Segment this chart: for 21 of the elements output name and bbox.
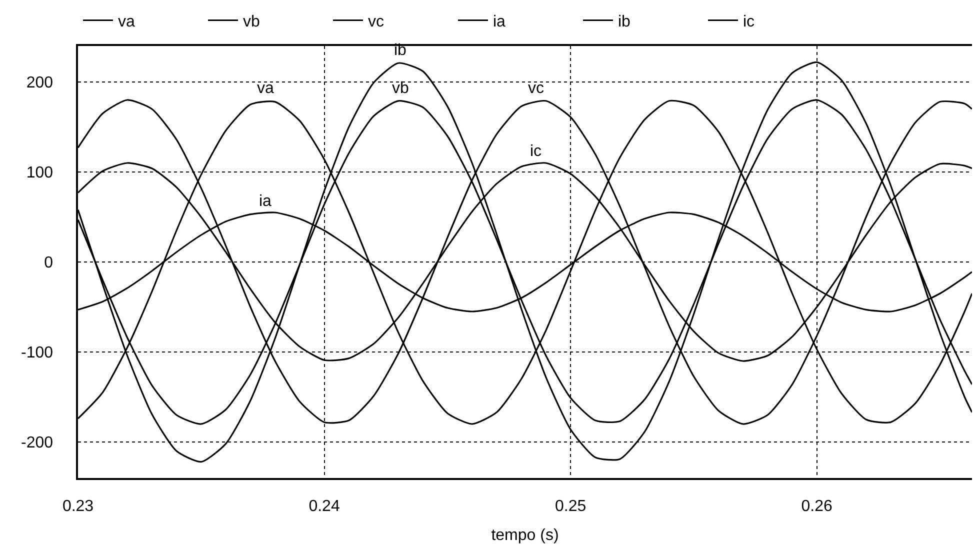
x-axis-title: tempo (s) xyxy=(491,527,559,544)
annotation: va xyxy=(257,80,274,97)
y-tick-label: 0 xyxy=(44,254,54,272)
x-tick-label: 0.25 xyxy=(554,498,586,515)
legend-label: vc xyxy=(368,14,384,30)
legend-label: ia xyxy=(493,14,506,30)
x-tick-label: 0.26 xyxy=(801,498,833,515)
legend-label: vb xyxy=(243,14,260,30)
y-tick-label: 200 xyxy=(26,74,54,92)
y-tick-label: -200 xyxy=(21,434,54,452)
x-tick-label: 0.23 xyxy=(62,498,94,515)
annotation: ia xyxy=(259,193,272,210)
legend-label: ib xyxy=(618,14,631,30)
annotation: ic xyxy=(530,143,542,160)
y-tick-label: 100 xyxy=(26,164,54,182)
legend-label: ic xyxy=(743,14,755,30)
x-tick-label: 0.24 xyxy=(308,498,340,515)
y-tick-label: -100 xyxy=(21,344,54,362)
legend-label: va xyxy=(118,14,135,30)
annotation: vc xyxy=(528,80,544,97)
annotation: vb xyxy=(392,80,409,97)
